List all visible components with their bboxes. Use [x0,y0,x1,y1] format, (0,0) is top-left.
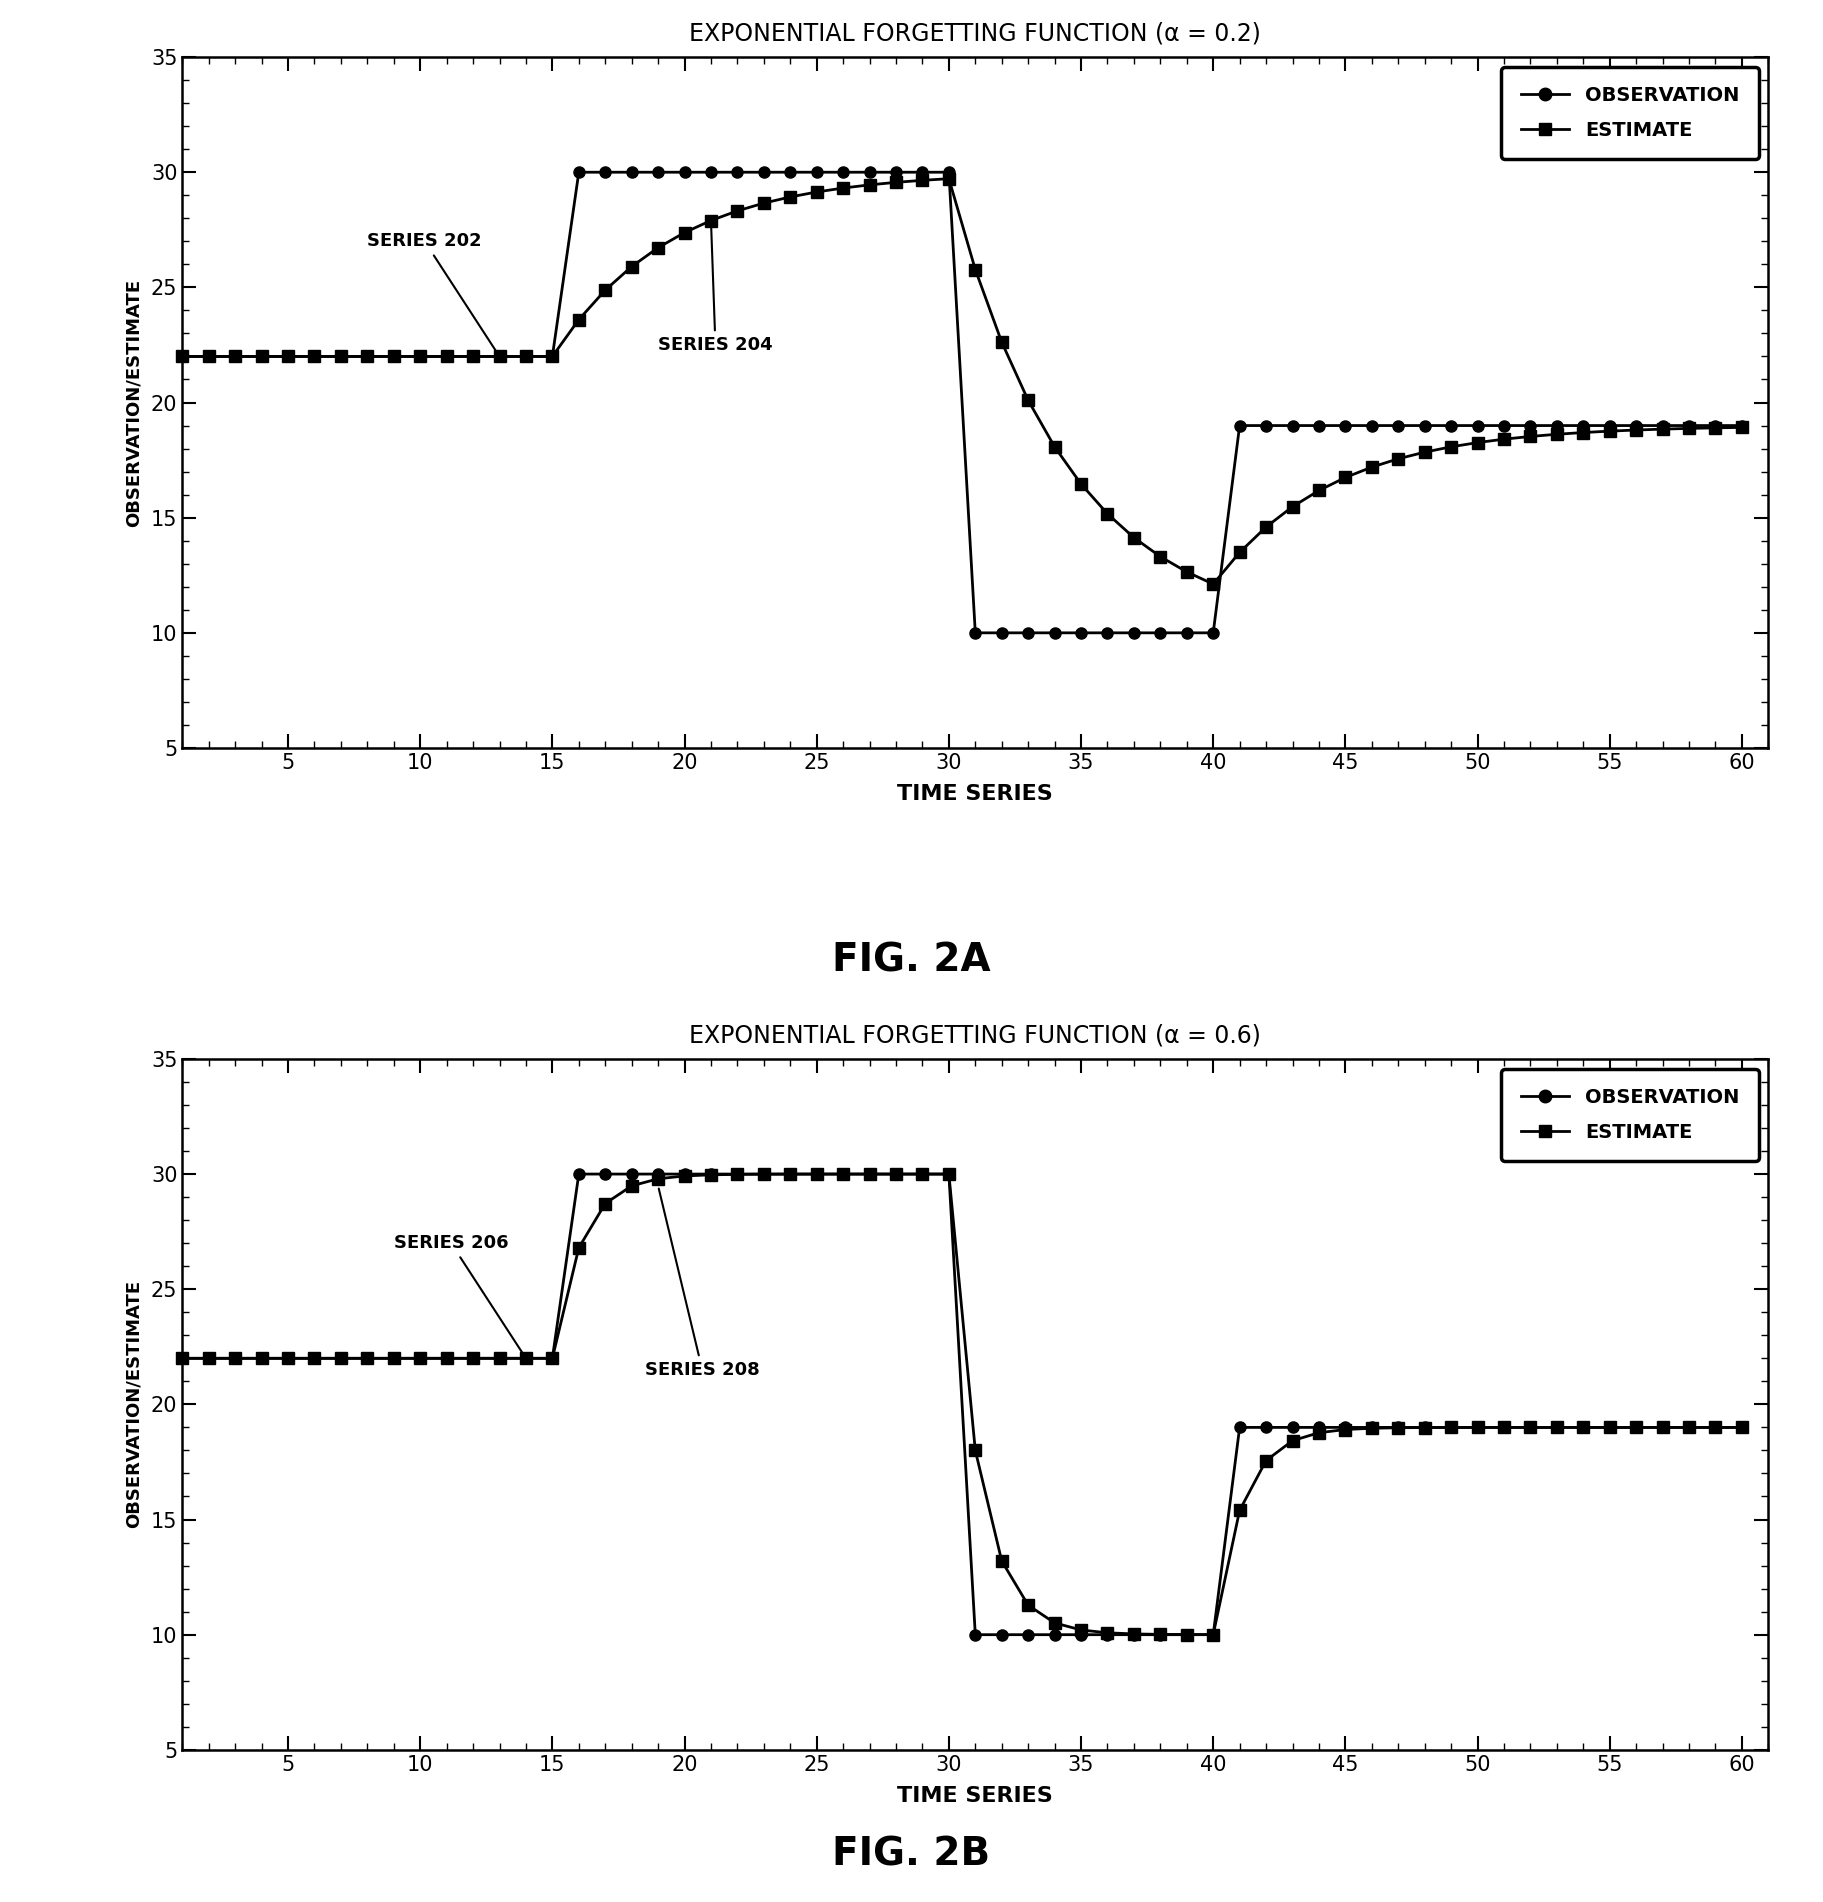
Title: EXPONENTIAL FORGETTING FUNCTION (α = 0.6): EXPONENTIAL FORGETTING FUNCTION (α = 0.6… [689,1023,1262,1048]
Title: EXPONENTIAL FORGETTING FUNCTION (α = 0.2): EXPONENTIAL FORGETTING FUNCTION (α = 0.2… [689,21,1262,46]
Text: FIG. 2A: FIG. 2A [831,941,992,980]
Text: SERIES 202: SERIES 202 [368,232,498,354]
X-axis label: TIME SERIES: TIME SERIES [897,784,1054,805]
Text: SERIES 208: SERIES 208 [645,1189,760,1379]
X-axis label: TIME SERIES: TIME SERIES [897,1786,1054,1805]
Text: SERIES 206: SERIES 206 [394,1234,525,1356]
Y-axis label: OBSERVATION/ESTIMATE: OBSERVATION/ESTIMATE [124,1280,142,1529]
Legend: OBSERVATION, ESTIMATE: OBSERVATION, ESTIMATE [1500,67,1759,160]
Y-axis label: OBSERVATION/ESTIMATE: OBSERVATION/ESTIMATE [124,278,142,527]
Text: FIG. 2B: FIG. 2B [833,1835,990,1873]
Legend: OBSERVATION, ESTIMATE: OBSERVATION, ESTIMATE [1500,1069,1759,1160]
Text: SERIES 204: SERIES 204 [658,223,773,354]
